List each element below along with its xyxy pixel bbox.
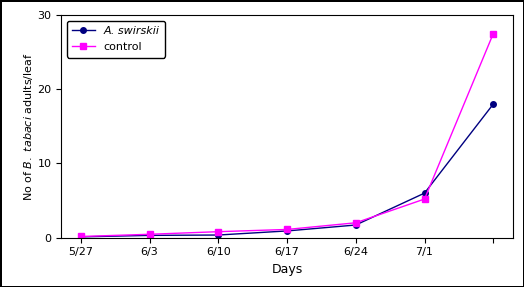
control (353, 221, 359, 224)
A. swirskii (215, 233, 222, 237)
control (490, 32, 496, 35)
A. swirskii (146, 234, 152, 237)
X-axis label: Days: Days (271, 263, 303, 276)
A. swirskii (353, 223, 359, 227)
Legend: A. swirskii, control: A. swirskii, control (67, 21, 165, 58)
Line: A. swirskii: A. swirskii (78, 101, 496, 240)
A. swirskii (284, 229, 290, 233)
control (146, 232, 152, 236)
control (421, 197, 428, 201)
A. swirskii (78, 235, 84, 238)
A. swirskii (490, 102, 496, 106)
A. swirskii (421, 191, 428, 195)
Y-axis label: No of $B.\ tabaci$ adults/leaf: No of $B.\ tabaci$ adults/leaf (21, 52, 35, 201)
control (284, 228, 290, 231)
control (215, 230, 222, 233)
control (78, 235, 84, 238)
Line: control: control (78, 31, 496, 239)
